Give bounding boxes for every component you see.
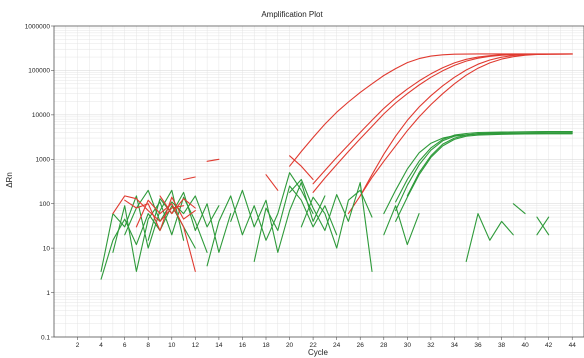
x-tick-label: 12 bbox=[192, 342, 200, 349]
x-tick-label: 2 bbox=[76, 342, 80, 349]
x-tick-label: 32 bbox=[427, 342, 435, 349]
amplification-curve-red-33 bbox=[289, 155, 314, 181]
y-tick-label: 10000 bbox=[32, 112, 50, 119]
amplification-curve-green-8 bbox=[395, 131, 573, 212]
amplification-curve-green-7 bbox=[395, 131, 573, 203]
amplification-curve-green-19 bbox=[289, 178, 373, 272]
x-tick-label: 42 bbox=[545, 342, 553, 349]
amplification-curve-red-31 bbox=[206, 158, 220, 162]
y-tick-label: 10 bbox=[43, 245, 51, 252]
amplification-curve-red-28 bbox=[135, 199, 196, 272]
y-tick-label: 1000 bbox=[36, 157, 51, 164]
x-tick-label: 16 bbox=[239, 342, 247, 349]
amplification-curve-red-27 bbox=[124, 196, 196, 232]
amplification-curve-green-20 bbox=[300, 189, 373, 249]
amplification-curve-green-13 bbox=[100, 189, 185, 272]
x-tick-label: 24 bbox=[333, 342, 341, 349]
amplification-curve-red-32 bbox=[265, 174, 279, 191]
x-tick-label: 14 bbox=[215, 342, 223, 349]
amplification-curve-green-9 bbox=[406, 132, 573, 197]
x-tick-label: 10 bbox=[168, 342, 176, 349]
y-axis: 0.1 1 10 100 1000 10000 100000 1000000 bbox=[25, 23, 54, 341]
amplification-curve-red-5 bbox=[359, 53, 573, 197]
amplification-curve-red-29 bbox=[159, 195, 196, 215]
x-tick-label: 22 bbox=[309, 342, 317, 349]
x-tick-label: 26 bbox=[357, 342, 365, 349]
amplification-curve-green-15 bbox=[147, 191, 232, 253]
x-tick-label: 40 bbox=[521, 342, 529, 349]
amplification-curve-red-1 bbox=[289, 53, 573, 167]
y-axis-label: ΔRn bbox=[5, 172, 14, 188]
x-tick-label: 4 bbox=[99, 342, 103, 349]
x-tick-label: 20 bbox=[286, 342, 294, 349]
x-tick-label: 36 bbox=[474, 342, 482, 349]
amplification-curve-red-4 bbox=[347, 53, 573, 215]
x-tick-label: 8 bbox=[146, 342, 150, 349]
amplification-curve-green-23 bbox=[512, 203, 526, 215]
amplification-curve-green-16 bbox=[206, 172, 314, 267]
x-tick-label: 30 bbox=[404, 342, 412, 349]
plot-frame bbox=[53, 25, 584, 338]
x-tick-label: 44 bbox=[569, 342, 577, 349]
y-tick-label: 100000 bbox=[28, 68, 50, 75]
chart-title: Amplification Plot bbox=[261, 10, 323, 19]
y-tick-label: 0.1 bbox=[41, 334, 50, 341]
grid bbox=[53, 26, 584, 338]
x-axis-label: Cycle bbox=[308, 348, 329, 357]
series-layer bbox=[100, 53, 573, 280]
amplification-curve-green-21 bbox=[383, 205, 420, 246]
amplification-curve-red-30 bbox=[183, 176, 196, 181]
x-tick-label: 28 bbox=[380, 342, 388, 349]
x-tick-label: 38 bbox=[498, 342, 506, 349]
y-tick-label: 1 bbox=[46, 290, 50, 297]
x-axis: 2 4 6 8 10 12 14 16 18 20 22 24 26 28 30 32 34 36 38 40 42 44 bbox=[76, 337, 576, 349]
x-tick-label: 18 bbox=[262, 342, 270, 349]
amplification-curve-red-3 bbox=[312, 53, 573, 193]
amplification-curve-red-26 bbox=[112, 195, 185, 222]
amplification-curve-green-22 bbox=[465, 213, 514, 263]
x-tick-label: 34 bbox=[451, 342, 459, 349]
amplification-curve-green-25 bbox=[536, 216, 550, 236]
y-tick-label: 1000000 bbox=[25, 23, 51, 30]
x-tick-label: 6 bbox=[123, 342, 127, 349]
amplification-curve-green-18 bbox=[253, 185, 338, 263]
y-tick-label: 100 bbox=[39, 201, 50, 208]
amplification-curve-green-10 bbox=[395, 133, 573, 222]
